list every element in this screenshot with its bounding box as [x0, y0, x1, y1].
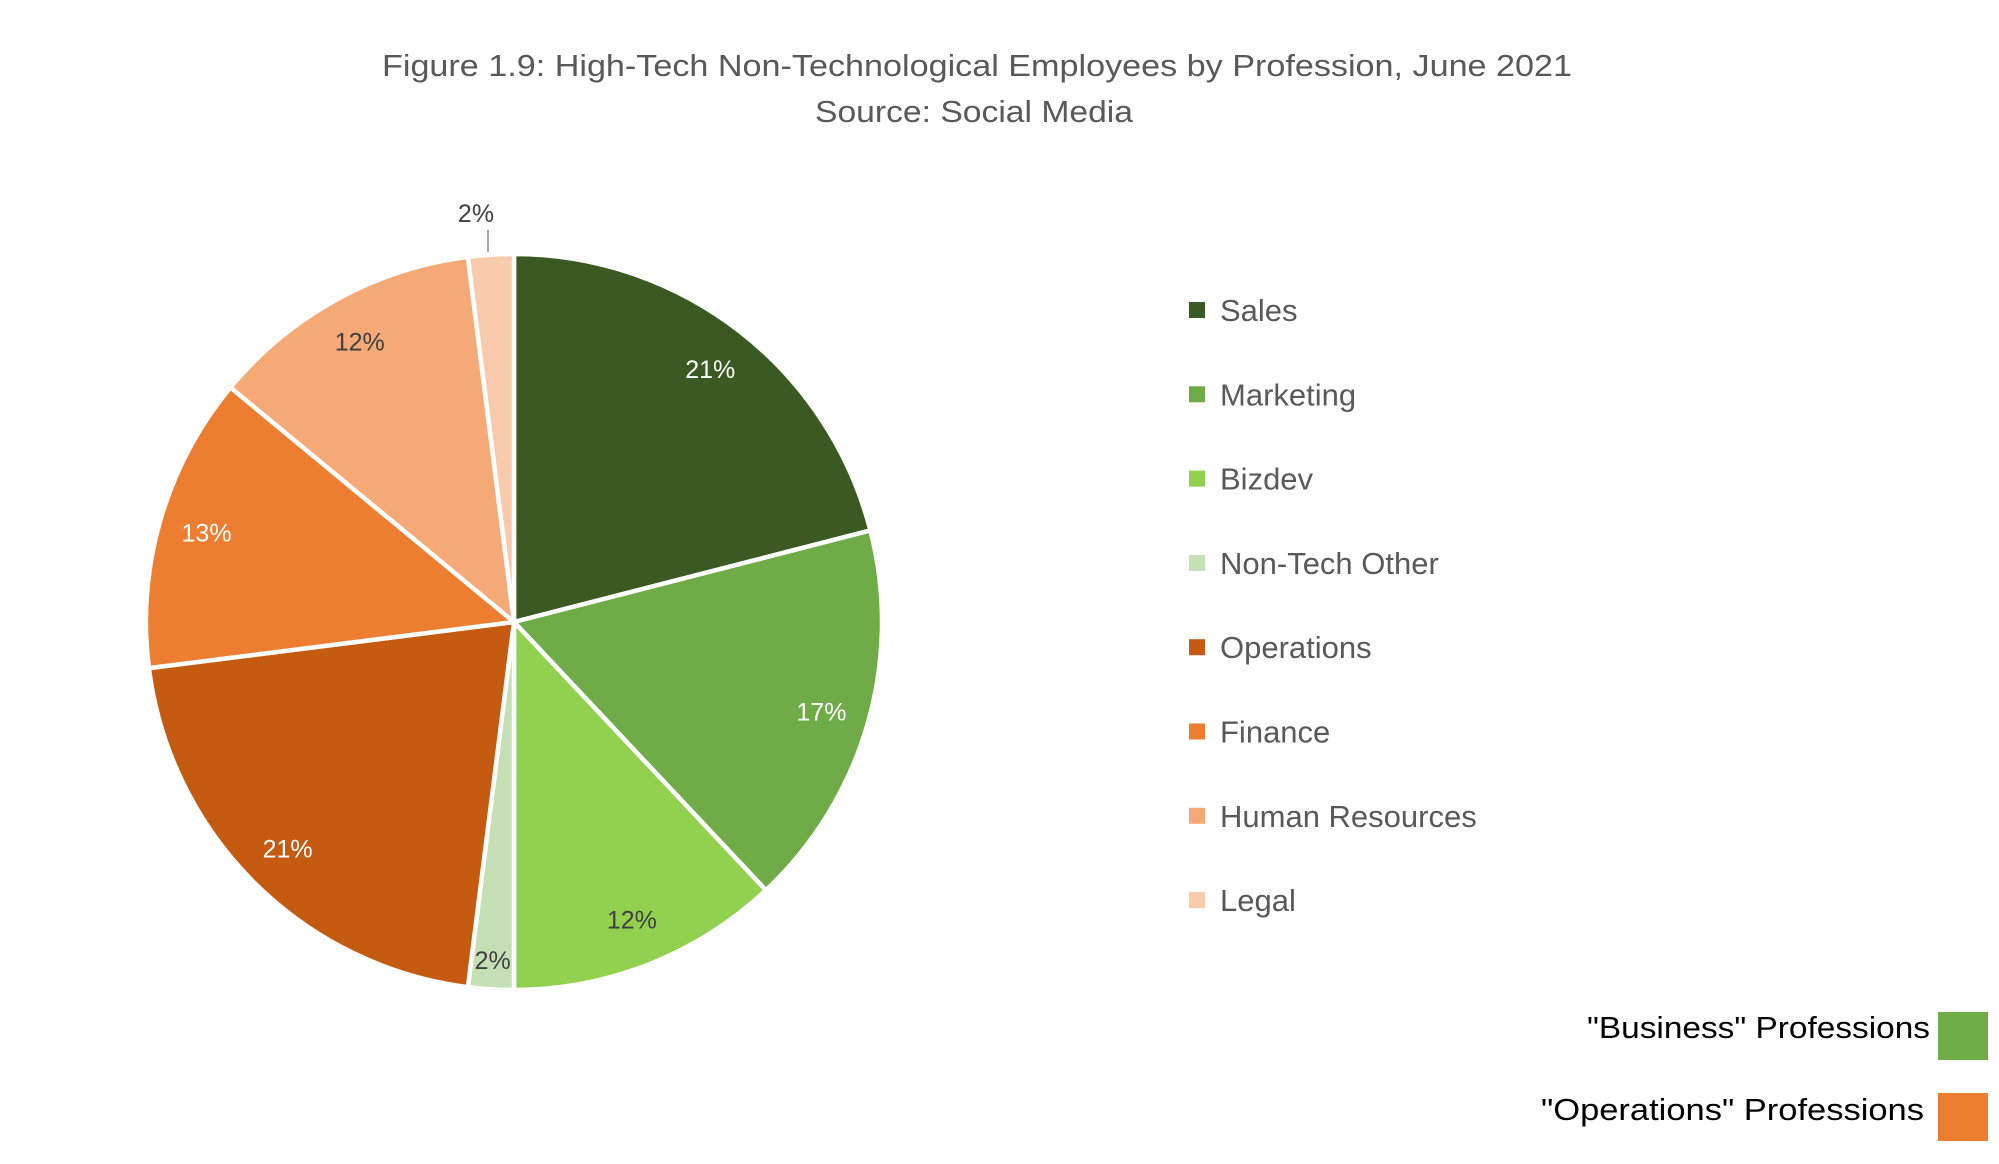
pie-slice-finance	[143, 385, 517, 671]
legend-swatch	[1189, 386, 1205, 403]
legend-swatch	[1189, 723, 1205, 740]
data-label-bizdev: 12%	[607, 907, 657, 935]
pie-slice-operations	[146, 619, 517, 990]
data-label-legal: 2%	[458, 200, 494, 228]
data-label-finance: 13%	[182, 520, 232, 548]
legend-label: Non-Tech Other	[1220, 546, 1439, 581]
pie-slice-sales	[511, 251, 873, 625]
legend-swatch	[1189, 554, 1205, 571]
note-label: "Operations" Professions	[1541, 1092, 1924, 1127]
chart-subtitle: Source: Social Media	[815, 94, 1134, 129]
chart-title: Figure 1.9: High-Tech Non-Technological …	[382, 48, 1572, 83]
legend-swatch	[1189, 639, 1205, 656]
data-label-non-tech-other: 2%	[475, 947, 511, 975]
legend-swatch	[1189, 892, 1205, 909]
legend-swatch	[1189, 470, 1205, 487]
data-label-marketing: 17%	[796, 698, 846, 726]
legend: Sales Marketing Bizdev Non-Tech Other Operat…	[1189, 293, 1477, 918]
legend-label: Finance	[1220, 715, 1330, 750]
pie-slices	[143, 251, 885, 993]
note-color-swatch	[1938, 1012, 1988, 1060]
legend-label: Marketing	[1220, 377, 1356, 412]
pie-slice-bizdev	[511, 619, 769, 993]
legend-item-human-resources: Human Resources	[1189, 799, 1477, 834]
legend-item-legal: Legal	[1189, 883, 1296, 918]
note-color-swatch	[1938, 1093, 1988, 1141]
operations-professions-note: "Operations" Professions	[1541, 1092, 1988, 1141]
legend-item-operations: Operations	[1189, 630, 1372, 665]
pie-slice-marketing	[511, 528, 885, 893]
data-label-human-resources: 12%	[335, 328, 385, 356]
data-label-operations: 21%	[263, 835, 313, 863]
legend-item-sales: Sales	[1189, 293, 1298, 328]
legend-swatch	[1189, 302, 1205, 318]
profession-group-notes: "Business" Professions "Operations" Profe…	[1541, 1010, 1988, 1141]
business-professions-note: "Business" Professions	[1587, 1010, 1988, 1060]
legend-item-marketing: Marketing	[1189, 377, 1356, 412]
legend-item-bizdev: Bizdev	[1189, 462, 1314, 497]
legend-label: Bizdev	[1220, 462, 1314, 497]
pie-slice-human-resources	[228, 254, 517, 625]
pie-slice-legal	[465, 251, 517, 625]
legend-item-finance: Finance	[1189, 715, 1330, 750]
note-label: "Business" Professions	[1587, 1010, 1930, 1045]
data-label-sales: 21%	[685, 356, 735, 384]
legend-item-non-tech-other: Non-Tech Other	[1189, 546, 1439, 581]
legend-swatch	[1189, 807, 1205, 824]
legend-label: Operations	[1220, 630, 1372, 665]
pie-data-labels: 21% 17% 12% 2% 21% 13% 12% 2%	[182, 200, 847, 975]
legend-label: Human Resources	[1220, 799, 1477, 834]
legend-label: Legal	[1220, 883, 1296, 918]
legend-label: Sales	[1220, 293, 1298, 328]
